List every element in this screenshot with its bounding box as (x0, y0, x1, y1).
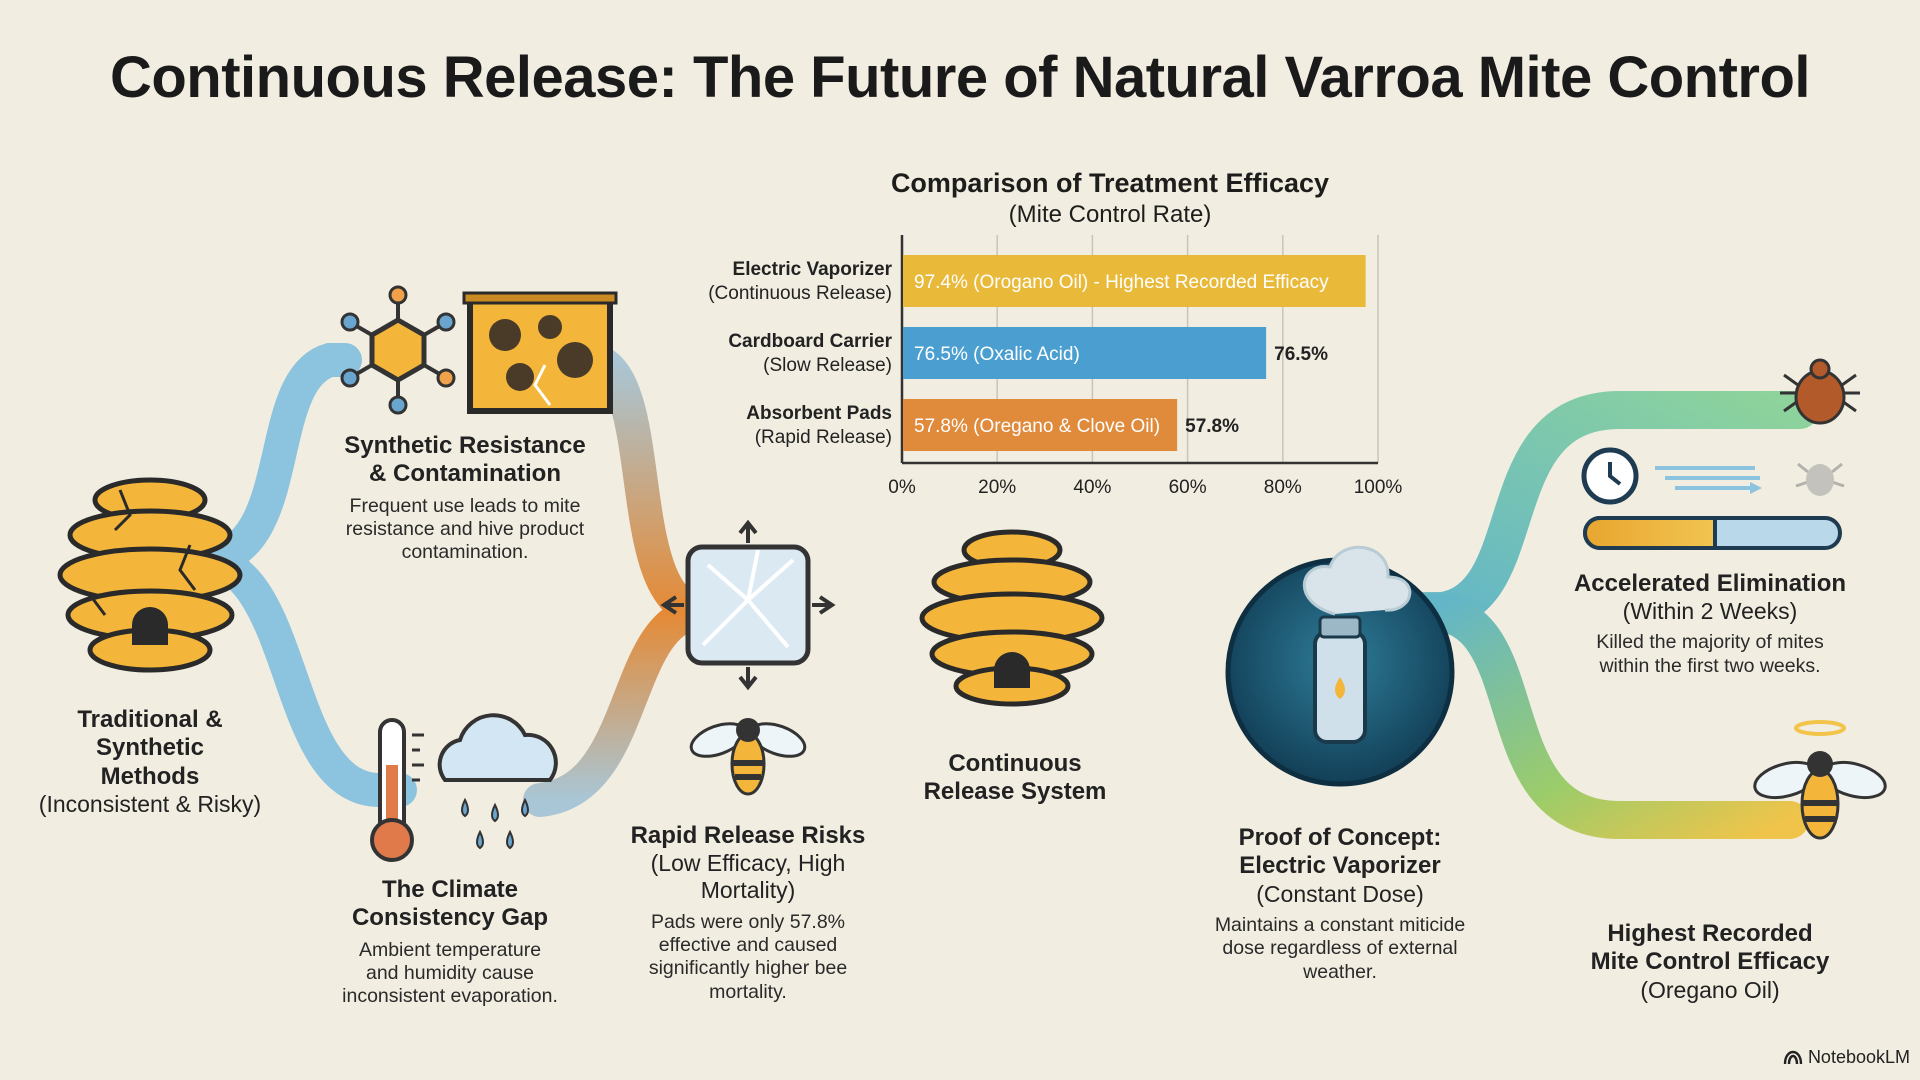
proof-desc: Maintains a constant miticide dose regar… (1180, 914, 1500, 984)
accelerated-desc-2: within the first two weeks. (1599, 654, 1821, 677)
traditional-heading-3: Methods (100, 762, 200, 790)
bar-end-label: 57.8% (1185, 416, 1239, 437)
branch-to-accelerated (1411, 391, 1819, 631)
clock-icon (1581, 447, 1762, 505)
bee-icon (689, 718, 807, 796)
node-continuous: Continuous Release System (890, 750, 1140, 807)
rapid-desc: Pads were only 57.8% effective and cause… (610, 911, 886, 1005)
traditional-heading-2: Synthetic (95, 734, 205, 762)
accelerated-desc: Killed the majority of mites within the … (1560, 631, 1860, 678)
proof-desc-2: dose regardless of external (1222, 937, 1458, 960)
node-accelerated: Accelerated Elimination (Within 2 Weeks)… (1560, 570, 1860, 678)
notebooklm-logo-icon (1783, 1050, 1803, 1064)
rapid-sub-1: (Low Efficacy, High (650, 850, 846, 877)
node-synthetic: Synthetic Resistance & Contamination Fre… (320, 432, 610, 565)
chart-subtitle: (Mite Control Rate) (1008, 201, 1212, 228)
thermometer-icon (370, 718, 424, 862)
continuous-heading-2: Release System (923, 778, 1107, 806)
accelerated-sub: (Within 2 Weeks) (1622, 598, 1798, 625)
bar-inner-label: 57.8% (Oregano & Clove Oil) (914, 416, 1160, 437)
highest-heading-2: Mite Control Efficacy (1590, 948, 1830, 976)
proof-heading-1: Proof of Concept: (1238, 824, 1442, 851)
x-tick-label: 0% (888, 477, 916, 498)
vaporizer-icon (1225, 545, 1455, 787)
rapid-desc-2: effective and caused (658, 933, 838, 956)
beehive-icon (57, 477, 243, 673)
rapid-heading: Rapid Release Risks (630, 822, 866, 849)
climate-desc: Ambient temperature and humidity cause i… (310, 939, 590, 1009)
x-tick-label: 20% (978, 477, 1016, 498)
molecule-icon (340, 285, 456, 415)
mite-icon (1780, 358, 1860, 425)
climate-desc-1: Ambient temperature (358, 938, 542, 961)
node-traditional: Traditional & Synthetic Methods (Inconsi… (30, 706, 270, 818)
rapid-desc-1: Pads were only 57.8% (650, 910, 846, 933)
node-highest: Highest Recorded Mite Control Efficacy (… (1560, 920, 1860, 1004)
x-tick-label: 80% (1264, 477, 1302, 498)
category-sublabel: (Continuous Release) (708, 283, 892, 304)
bar (903, 327, 1267, 379)
synthetic-desc-1: Frequent use leads to mite (349, 494, 581, 517)
brand-name: NotebookLM (1807, 1047, 1910, 1067)
traditional-sub: (Inconsistent & Risky) (38, 790, 262, 817)
category-label: Electric Vaporizer (733, 259, 893, 280)
proof-desc-1: Maintains a constant miticide (1214, 913, 1466, 936)
accelerated-heading: Accelerated Elimination (1573, 570, 1847, 597)
proof-sub: (Constant Dose) (1256, 880, 1424, 907)
chart-title-block: Comparison of Treatment Efficacy (Mite C… (780, 168, 1440, 229)
chart-title: Comparison of Treatment Efficacy (890, 168, 1330, 198)
rapid-desc-4: mortality. (709, 980, 787, 1003)
climate-desc-3: inconsistent evaporation. (342, 985, 558, 1008)
page-title: Continuous Release: The Future of Natura… (109, 45, 1811, 110)
branch-to-highest (1411, 593, 1809, 839)
progress-bar-icon (1583, 516, 1842, 550)
branch-climate-to-rapid (523, 595, 717, 817)
category-label: Absorbent Pads (746, 403, 892, 424)
node-climate: The Climate Consistency Gap Ambient temp… (310, 876, 590, 1009)
bar (903, 399, 1178, 451)
synthetic-heading-1: Synthetic Resistance (344, 432, 586, 459)
climate-desc-2: and humidity cause (365, 962, 535, 985)
shattered-pad-icon (660, 519, 836, 691)
brand-footer: NotebookLM (1783, 1047, 1910, 1068)
synthetic-desc: Frequent use leads to mite resistance an… (320, 495, 610, 565)
climate-heading-2: Consistency Gap (351, 904, 549, 932)
haloed-bee-icon (1753, 720, 1887, 840)
continuous-heading-1: Continuous (948, 750, 1082, 777)
synthetic-heading-2: & Contamination (369, 460, 561, 488)
bar-inner-label: 76.5% (Oxalic Acid) (914, 344, 1080, 365)
branch-to-synthetic (183, 343, 362, 577)
highest-sub: (Oregano Oil) (1640, 976, 1780, 1003)
continuous-beehive-icon (919, 529, 1105, 707)
rapid-sub-2: Mortality) (700, 877, 796, 904)
synthetic-desc-2: resistance and hive product (345, 518, 585, 541)
node-rapid: Rapid Release Risks (Low Efficacy, High … (610, 822, 886, 1004)
category-label: Cardboard Carrier (728, 331, 892, 352)
proof-desc-3: weather. (1303, 960, 1377, 983)
climate-heading-1: The Climate (381, 876, 519, 903)
faded-mite-icon (1795, 462, 1845, 496)
rapid-desc-3: significantly higher bee (648, 957, 848, 980)
bar-end-label: 76.5% (1274, 344, 1328, 365)
traditional-heading-1: Traditional & (77, 706, 223, 733)
synthetic-desc-3: contamination. (401, 541, 529, 564)
bar (903, 255, 1366, 307)
highest-heading-1: Highest Recorded (1607, 920, 1813, 947)
rain-cloud-icon (437, 713, 558, 850)
x-tick-label: 60% (1169, 477, 1207, 498)
x-tick-label: 100% (1354, 477, 1403, 498)
proof-heading-2: Electric Vaporizer (1239, 852, 1441, 880)
x-tick-label: 40% (1073, 477, 1111, 498)
category-sublabel: (Rapid Release) (755, 427, 892, 448)
node-proof: Proof of Concept: Electric Vaporizer (Co… (1180, 824, 1500, 984)
bar-inner-label: 97.4% (Orogano Oil) - Highest Recorded E… (914, 272, 1329, 293)
category-sublabel: (Slow Release) (763, 355, 892, 376)
efficacy-bar-chart: 0% 20% 40% 60% 80% 100% 97.4% (Orogano Oil) - … (708, 235, 1403, 498)
accelerated-desc-1: Killed the majority of mites (1596, 631, 1824, 654)
honeycomb-frame-icon (462, 291, 618, 414)
